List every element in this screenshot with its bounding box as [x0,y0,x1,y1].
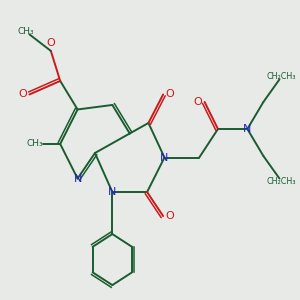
Text: O: O [18,89,27,100]
Text: CH₃: CH₃ [17,27,34,36]
Text: CH₂CH₃: CH₂CH₃ [266,72,296,81]
Text: N: N [243,124,251,134]
Text: CH₃: CH₃ [26,140,43,148]
Text: N: N [74,173,82,184]
Text: CH₂CH₃: CH₂CH₃ [266,177,296,186]
Text: O: O [194,97,202,107]
Text: O: O [166,211,174,221]
Text: N: N [108,187,116,197]
Text: N: N [160,152,169,163]
Text: O: O [166,89,174,100]
Text: O: O [46,38,55,48]
